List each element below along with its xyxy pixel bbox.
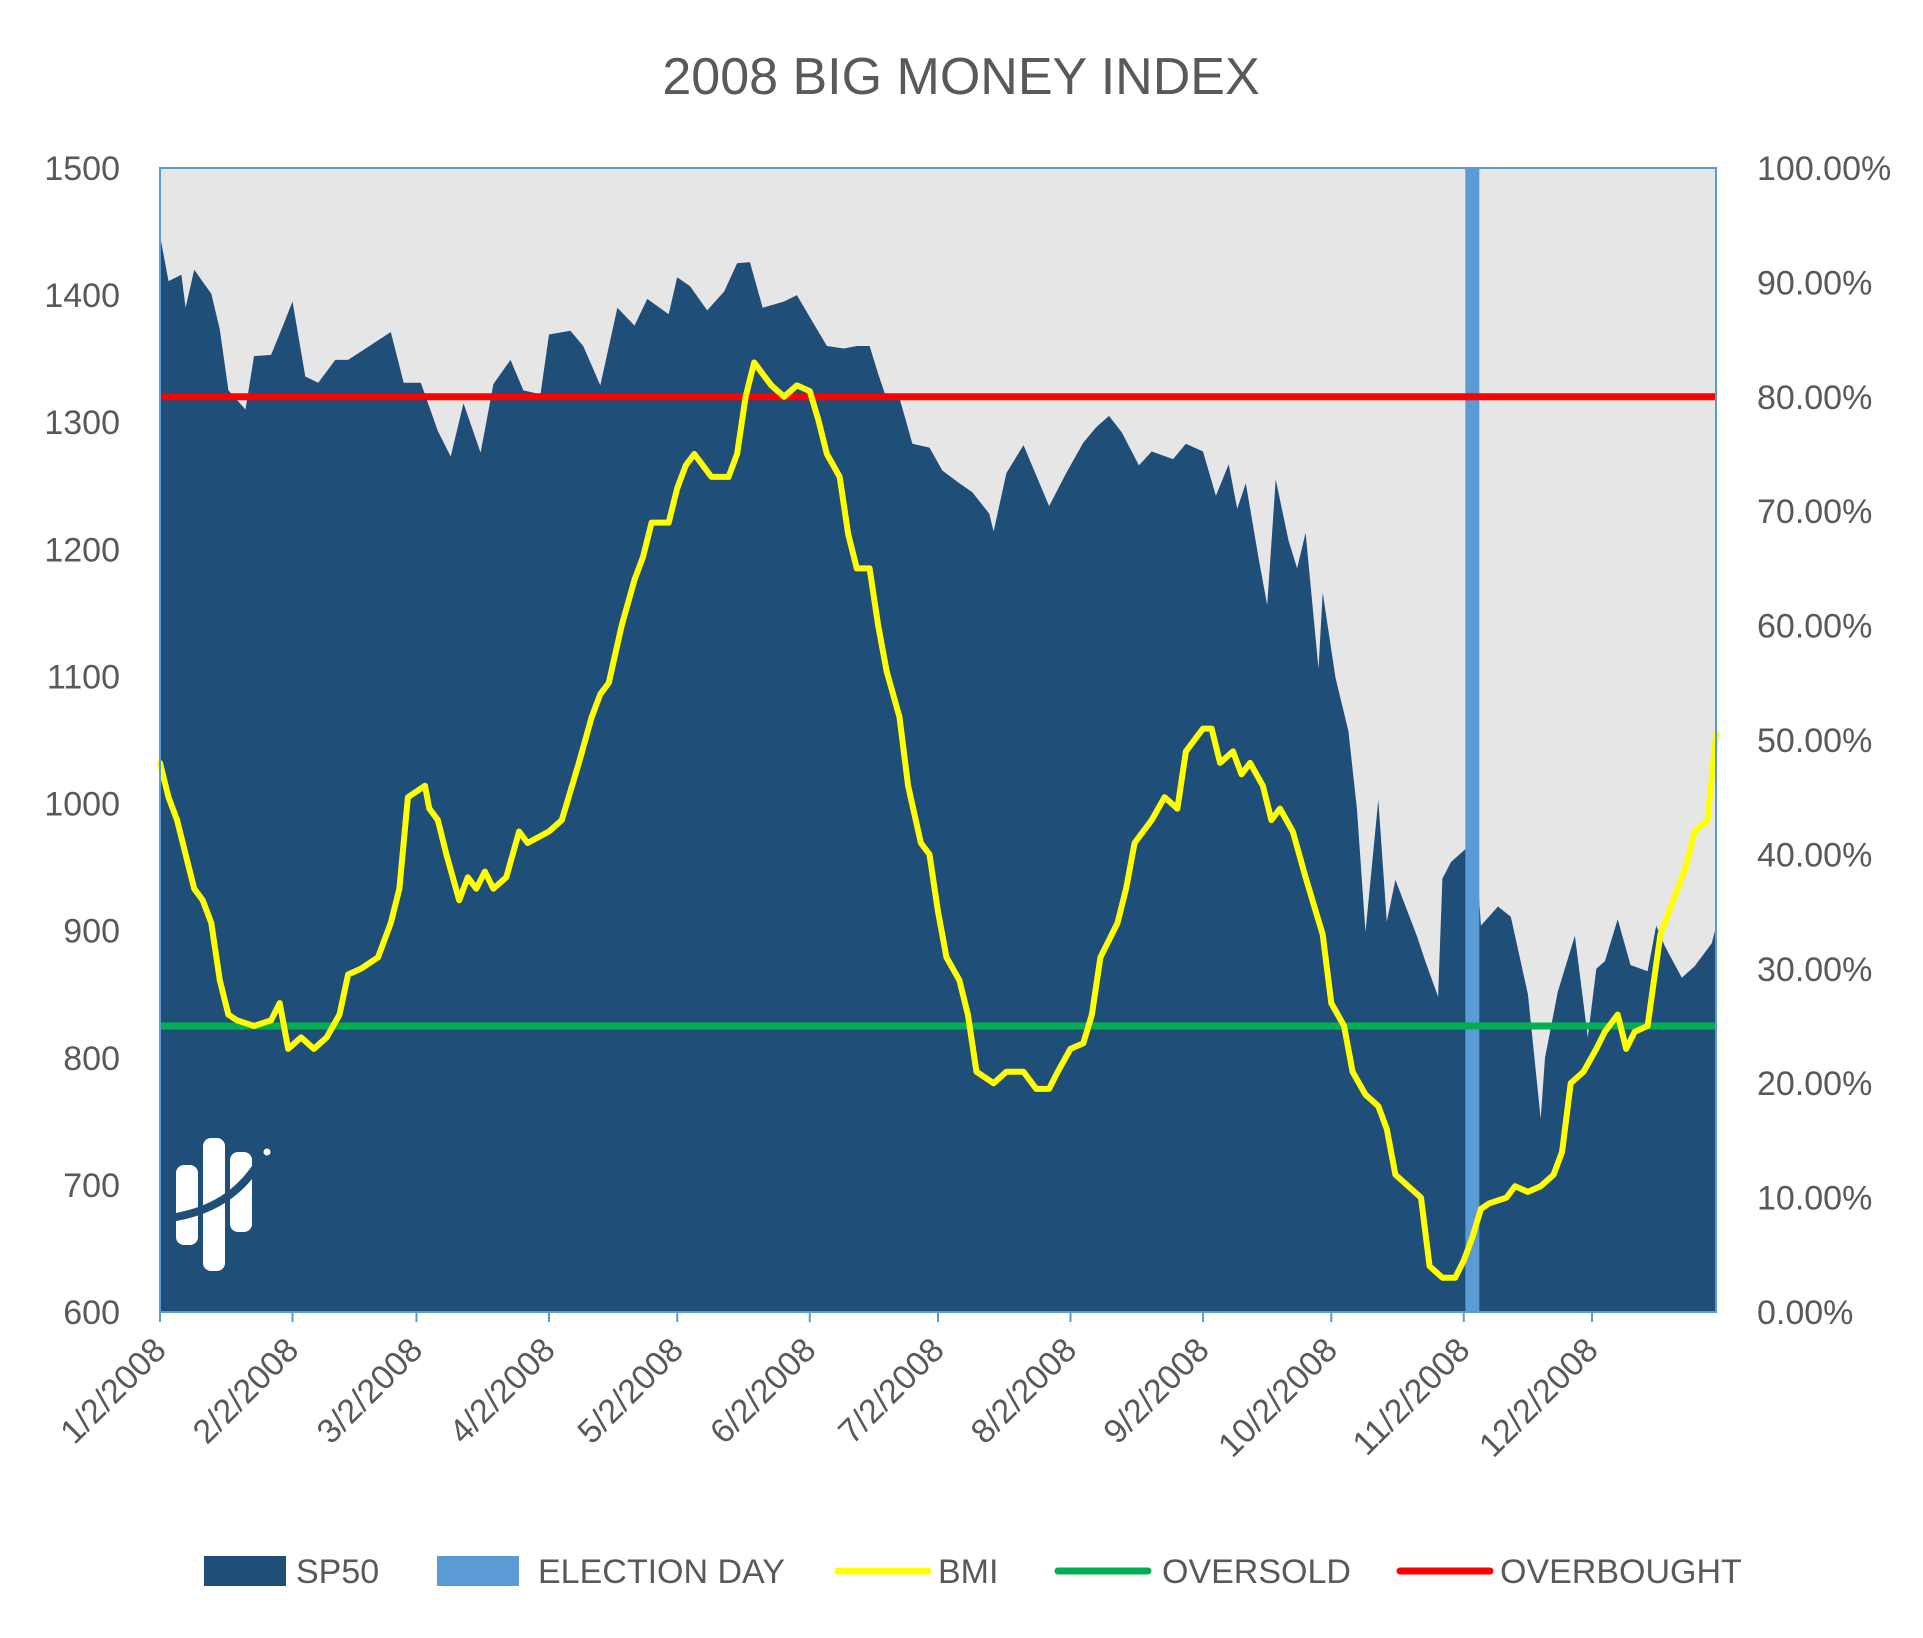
right-axis: 0.00% 10.00% 20.00% 30.00% 40.00% 50.00% 60.00… — [1757, 150, 1891, 1332]
x-axis: 1/2/2008 2/2/2008 3/2/2008 4/2/2008 5/2/2008… — [53, 1312, 1606, 1465]
right-tick-label: 100.00% — [1757, 150, 1891, 188]
chart-title: 2008 BIG MONEY INDEX — [662, 48, 1259, 106]
legend-label-bmi: BMI — [938, 1553, 998, 1591]
left-tick-label: 800 — [63, 1040, 120, 1078]
x-tick-label: 4/2/2008 — [442, 1331, 562, 1451]
left-tick-label: 1300 — [44, 404, 120, 442]
right-tick-label: 30.00% — [1757, 951, 1872, 989]
legend-label-sp50: SP50 — [296, 1553, 379, 1591]
right-tick-label: 20.00% — [1757, 1065, 1872, 1103]
x-tick-label: 5/2/2008 — [570, 1331, 690, 1451]
x-tick-label: 6/2/2008 — [703, 1331, 823, 1451]
series-sp50-area — [160, 235, 1716, 1312]
right-tick-label: 70.00% — [1757, 493, 1872, 531]
hline-layer — [160, 393, 1716, 1030]
left-tick-label: 700 — [63, 1167, 120, 1205]
x-tick-label: 12/2/2008 — [1472, 1331, 1606, 1465]
right-tick-label: 90.00% — [1757, 264, 1872, 302]
series-election-day-marker — [1465, 168, 1480, 1312]
area-layer — [160, 235, 1716, 1312]
left-tick-label: 900 — [63, 913, 120, 951]
x-tick-label: 7/2/2008 — [831, 1331, 951, 1451]
legend-swatch-sp50 — [204, 1556, 286, 1586]
left-tick-label: 1000 — [44, 786, 120, 824]
series-bmi-line — [157, 359, 1719, 1281]
left-tick-label: 1100 — [47, 658, 120, 696]
watermark-logo — [169, 1138, 271, 1271]
legend-label-oversold: OVERSOLD — [1162, 1553, 1351, 1591]
left-tick-label: 1200 — [44, 531, 120, 569]
legend-swatch-election-day — [437, 1556, 519, 1586]
left-tick-label: 1500 — [44, 150, 120, 188]
right-tick-label: 80.00% — [1757, 379, 1872, 417]
line-layer — [157, 359, 1719, 1281]
legend-label-overbought: OVERBOUGHT — [1500, 1553, 1742, 1591]
legend: SP50 ELECTION DAY BMI OVERSOLD OVERBOUGHT — [204, 1553, 1742, 1591]
right-tick-label: 10.00% — [1757, 1180, 1872, 1218]
right-tick-label: 60.00% — [1757, 608, 1872, 646]
right-tick-label: 40.00% — [1757, 836, 1872, 874]
x-tick-label: 3/2/2008 — [310, 1331, 430, 1451]
x-tick-label: 8/2/2008 — [964, 1331, 1084, 1451]
x-tick-label: 11/2/2008 — [1345, 1331, 1477, 1463]
right-tick-label: 0.00% — [1757, 1294, 1853, 1332]
x-tick-label: 1/2/2008 — [53, 1331, 173, 1451]
left-tick-label: 600 — [63, 1294, 120, 1332]
x-tick-label: 9/2/2008 — [1096, 1331, 1216, 1451]
left-axis: 600 700 800 900 1000 1100 1200 1300 1400 1500 — [44, 150, 120, 1332]
right-tick-label: 50.00% — [1757, 722, 1872, 760]
x-tick-label: 10/2/2008 — [1211, 1331, 1345, 1465]
vline-layer — [1465, 168, 1480, 1312]
left-tick-label: 1400 — [44, 277, 120, 315]
x-tick-label: 2/2/2008 — [186, 1331, 306, 1451]
legend-label-election-day: ELECTION DAY — [538, 1553, 785, 1591]
